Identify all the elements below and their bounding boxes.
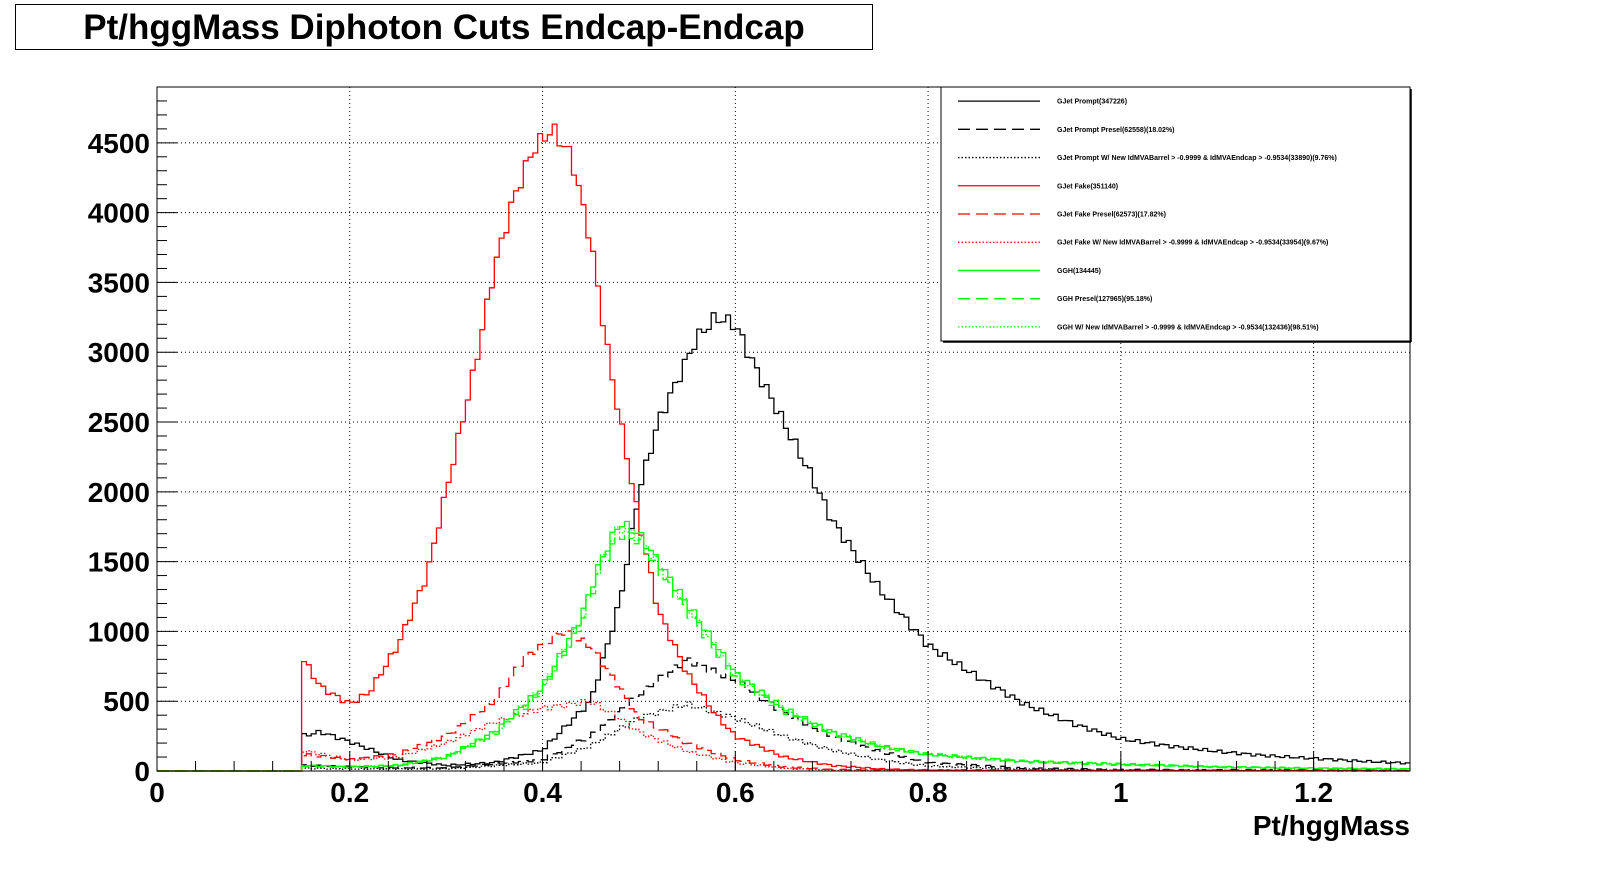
x-tick-label: 0.8 [909, 777, 948, 808]
legend-box [940, 86, 1411, 342]
legend-entry-label: GGH Presel(127965)(95.18%) [1057, 296, 1152, 303]
y-tick-label: 4500 [88, 128, 150, 159]
x-tick-labels: 0 0.2 0.4 0.6 0.8 1 1.2 [149, 777, 1333, 808]
legend-entry-label: GGH W/ New IdMVABarrel > -0.9999 & IdMVA… [1057, 324, 1319, 331]
y-tick-label: 4000 [88, 198, 150, 229]
series-line [157, 698, 1410, 772]
x-tick-label: 1.2 [1294, 777, 1333, 808]
y-tick-label: 3500 [88, 267, 150, 298]
y-tick-label: 2000 [88, 477, 150, 508]
x-tick-label: 0.2 [330, 777, 369, 808]
y-tick-labels: 0 500 1000 1500 2000 2500 3000 3500 4000 4500 [88, 128, 150, 787]
x-tick-label: 1 [1113, 777, 1129, 808]
legend-entry-label: GJet Prompt W/ New IdMVABarrel > -0.9999… [1057, 155, 1337, 162]
legend-entry-label: GJet Fake W/ New IdMVABarrel > -0.9999 &… [1057, 240, 1328, 247]
y-tick-label: 1000 [88, 616, 150, 647]
y-tick-label: 2500 [88, 407, 150, 438]
x-tick-label: 0.4 [523, 777, 562, 808]
plot-frame [156, 86, 1411, 772]
x-axis-title: Pt/hggMass [1253, 810, 1410, 841]
series-line [157, 520, 1410, 772]
x-tick-label: 0.6 [716, 777, 755, 808]
y-tick-label: 0 [134, 756, 150, 787]
x-tick-label: 0 [149, 777, 165, 808]
y-tick-label: 3000 [88, 337, 150, 368]
chart-title: Pt/hggMass Diphoton Cuts Endcap-Endcap [83, 8, 805, 47]
axis-ticks [156, 100, 1392, 772]
legend-entry-label: GJet Fake(351140) [1057, 183, 1118, 190]
legend-entry-label: GJet Prompt(347226) [1057, 99, 1127, 106]
y-tick-label: 500 [103, 686, 150, 717]
legend-entry-label: GJet Fake Presel(62573)(17.82%) [1057, 212, 1166, 219]
legend: GJet Prompt(347226) GJet Prompt Presel(62… [940, 86, 1412, 343]
y-tick-label: 1500 [88, 547, 150, 578]
legend-entry-label: GJet Prompt Presel(62558)(18.02%) [1057, 127, 1175, 134]
title-box: Pt/hggMass Diphoton Cuts Endcap-Endcap [15, 4, 873, 50]
legend-entry-label: GGH(134445) [1057, 268, 1101, 275]
series-line [157, 526, 1410, 772]
